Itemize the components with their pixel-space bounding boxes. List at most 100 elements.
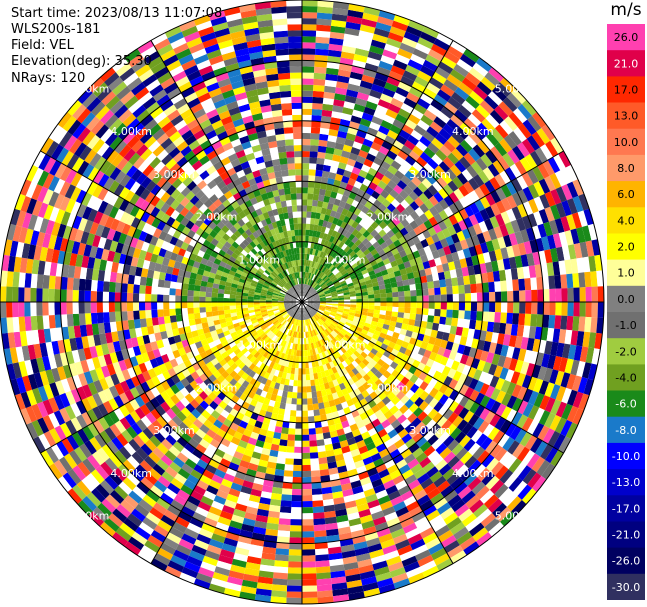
ppi-gate [307, 297, 314, 301]
ppi-gate [378, 249, 386, 257]
ppi-gate [306, 294, 313, 299]
ppi-gate [304, 290, 307, 297]
ppi-gate [271, 584, 288, 592]
ppi-gate [550, 137, 564, 154]
ppi-gate [308, 272, 312, 279]
ppi-gate [305, 368, 310, 375]
ppi-gate [443, 217, 453, 228]
ppi-gate [343, 245, 351, 253]
ppi-gate [420, 254, 429, 263]
ppi-gate [302, 380, 307, 387]
ppi-gate [416, 302, 423, 309]
ppi-gate [157, 279, 165, 288]
ppi-gate [302, 507, 314, 514]
ppi-gate [337, 75, 350, 84]
ppi-gate [316, 572, 331, 580]
ppi-gate [337, 130, 348, 139]
ppi-gate [332, 154, 342, 162]
ppi-gate [133, 275, 141, 285]
ppi-gate [376, 194, 386, 204]
ppi-gate [302, 470, 312, 478]
ppi-gate [579, 287, 586, 302]
ppi-gate [341, 45, 356, 54]
ppi-gate [66, 289, 73, 302]
ppi-gate [428, 302, 435, 309]
ppi-gate [455, 126, 469, 140]
ppi-gate [476, 302, 484, 312]
ppi-gate [503, 134, 517, 150]
ppi-gate [314, 249, 319, 256]
ppi-gate [312, 103, 323, 110]
ppi-gate [400, 102, 414, 114]
ppi-gate [527, 115, 542, 132]
ppi-gate [334, 271, 342, 278]
ppi-gate [336, 81, 349, 90]
ppi-gate [293, 464, 302, 472]
ppi-gate [317, 445, 326, 453]
ppi-gate [48, 275, 56, 289]
ppi-gate [365, 252, 373, 260]
ppi-gate [295, 362, 299, 369]
ppi-gate [464, 310, 471, 320]
ppi-gate [591, 286, 598, 302]
ppi-gate [330, 266, 337, 273]
ppi-gate [318, 244, 324, 252]
ppi-gate [297, 386, 302, 393]
ppi-gate [325, 208, 332, 216]
ppi-gate [295, 422, 302, 429]
ppi-gate [313, 224, 319, 232]
ppi-gate [302, 289, 304, 296]
ppi-gate [305, 362, 309, 369]
ppi-gate [344, 27, 360, 37]
ppi-gate [281, 494, 292, 501]
ppi-gate [409, 284, 417, 291]
ppi-gate [378, 229, 387, 238]
ppi-gate [335, 284, 342, 289]
ppi-gate [392, 119, 405, 130]
ppi-gate [314, 268, 319, 276]
ppi-gate [461, 77, 477, 91]
ppi-gate [404, 118, 418, 130]
ppi-gate [543, 302, 550, 315]
ppi-gate [163, 302, 170, 310]
ppi-gate [169, 295, 176, 302]
ppi-gate [470, 302, 478, 312]
ppi-gate [416, 98, 431, 110]
ppi-gate [350, 146, 361, 156]
ppi-gate [305, 374, 311, 381]
ppi-gate [114, 292, 121, 302]
ppi-gate [377, 237, 386, 246]
ppi-gate [555, 302, 562, 316]
ppi-gate [312, 403, 319, 411]
ppi-gate [309, 440, 318, 447]
ppi-gate [440, 106, 454, 119]
ppi-gate [326, 67, 339, 76]
ppi-gate [320, 182, 328, 190]
ppi-gate [492, 160, 505, 174]
ppi-gate [355, 231, 363, 240]
ppi-gate [512, 313, 520, 325]
ppi-gate [302, 151, 310, 158]
ppi-gate [554, 315, 562, 330]
ppi-gate [428, 216, 438, 227]
ppi-gate [397, 180, 408, 190]
ppi-gate [323, 214, 330, 222]
ppi-gate [288, 561, 302, 568]
ppi-gate [306, 293, 312, 299]
ppi-gate [346, 158, 357, 167]
ppi-gate [340, 282, 348, 287]
ppi-gate [193, 296, 200, 302]
ppi-gate [423, 147, 436, 159]
ppi-gate [296, 404, 302, 411]
ppi-gate [303, 265, 306, 272]
ppi-gate [277, 530, 290, 538]
ppi-gate [567, 287, 574, 302]
ppi-gate [521, 99, 537, 116]
ppi-gate [187, 296, 194, 302]
ppi-gate [368, 298, 375, 302]
ppi-gate [394, 155, 405, 166]
ppi-gate [536, 128, 551, 145]
ppi-gate [489, 109, 504, 125]
ppi-gate [342, 272, 350, 278]
ppi-gate [387, 179, 397, 190]
